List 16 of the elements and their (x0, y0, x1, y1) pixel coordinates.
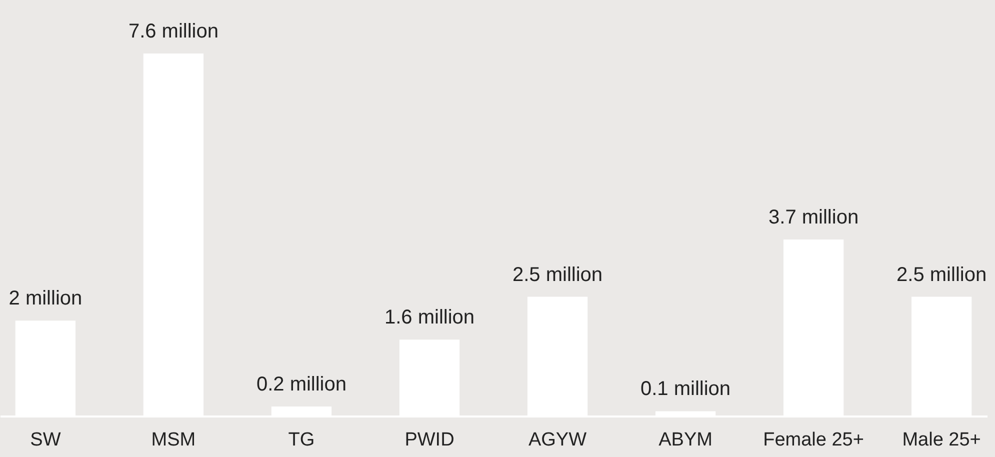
x-tick-label: ABYM (658, 430, 712, 450)
data-label: 1.6 million (384, 306, 475, 329)
x-tick-label: PWID (404, 430, 454, 450)
x-tick-label: TG (288, 430, 315, 450)
data-label: 0.2 million (256, 373, 346, 396)
data-label: 0.1 million (640, 378, 731, 400)
x-tick-label: SW (30, 430, 61, 450)
x-tick-label: MSM (151, 430, 196, 450)
data-label: 2 million (8, 288, 82, 310)
x-tick-label: Female 25+ (763, 430, 864, 450)
x-tick-label: Male 25+ (902, 430, 981, 450)
data-label: 7.6 million (128, 20, 218, 42)
data-label: 2.5 million (512, 264, 603, 286)
data-label: 3.7 million (768, 206, 859, 229)
x-tick-label: AGYW (528, 430, 587, 450)
data-label: 2.5 million (896, 264, 987, 286)
